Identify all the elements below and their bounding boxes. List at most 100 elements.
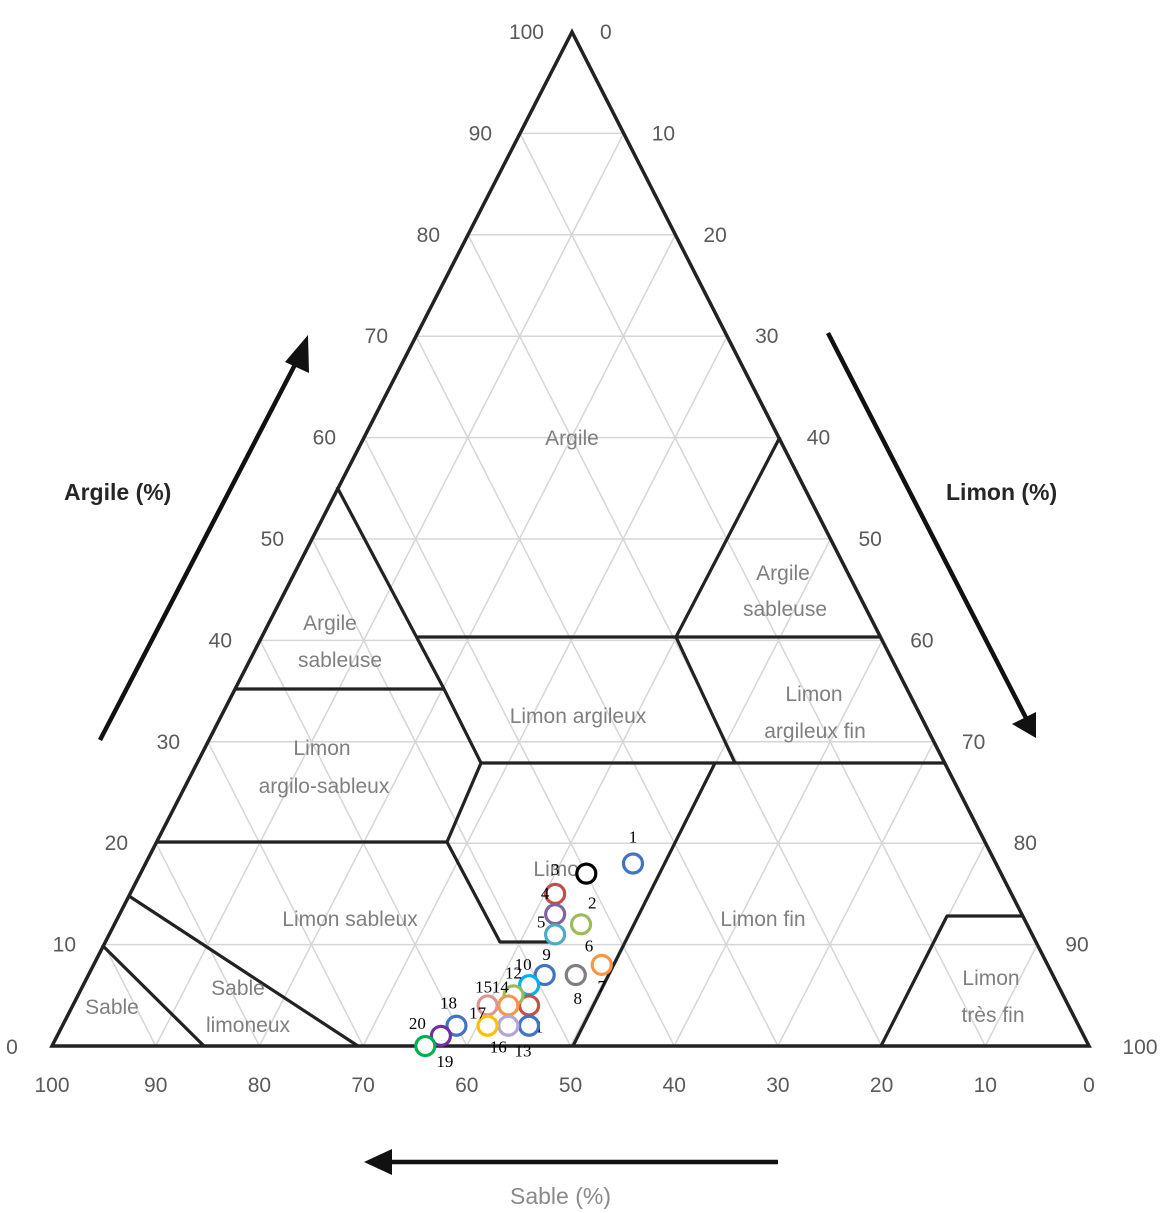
- region-label-limon-argileux-fin-2: argileux fin: [764, 720, 866, 743]
- grid-line-limon: [362, 335, 728, 1047]
- region-label-limon-fin: Limon fin: [720, 908, 805, 931]
- grid-line-limon: [777, 741, 935, 1047]
- argile-tick-label: 0: [6, 1036, 18, 1059]
- argile-arrow: [98, 353, 302, 742]
- region-label-sable: Sable: [85, 996, 139, 1019]
- sable-tick-label: 40: [663, 1074, 686, 1097]
- sample-point-9: [533, 963, 556, 987]
- region-label-limon-argileux-fin-1: Limon: [785, 683, 842, 706]
- limon-tick-label: 100: [1122, 1036, 1157, 1059]
- region-label-argile: Argile: [545, 427, 599, 450]
- grid-lines: [103, 132, 1038, 1047]
- sample-point-7: [590, 953, 613, 976]
- sample-point-label: 7: [597, 977, 606, 996]
- sable-tick-label: 0: [1083, 1074, 1095, 1097]
- region-label-argile-sableuse-left-2: sableuse: [298, 649, 382, 672]
- boundary-sable-limoneux: [128, 894, 359, 1048]
- sample-point-8: [564, 963, 587, 987]
- sample-point-label: 15: [475, 977, 492, 996]
- sample-point-label: 1: [629, 827, 638, 846]
- sample-point-label: 12: [505, 963, 522, 982]
- sable-tick-label: 50: [559, 1074, 582, 1097]
- sample-point-14: [497, 994, 520, 1017]
- boundary-limon-fin: [571, 762, 717, 1047]
- sample-point-label: 5: [537, 912, 546, 931]
- sample-point-label: 8: [574, 989, 583, 1008]
- argile-tick-label: 30: [157, 731, 180, 754]
- argile-tick-label: 20: [105, 832, 128, 855]
- grid-line-sable: [207, 741, 364, 1047]
- sable-tick-label: 20: [870, 1074, 893, 1097]
- sample-point-label: 13: [515, 1042, 532, 1061]
- limon-axis-title: Limon (%): [946, 479, 1057, 505]
- sample-point-18: [445, 1014, 468, 1037]
- sable-tick-label: 60: [455, 1074, 478, 1097]
- region-labels: Argile Argile sableuse Limon argileux Li…: [85, 427, 1024, 1037]
- region-label-sable-limoneux-1: Sable: [211, 977, 265, 1000]
- texture-boundaries: [100, 436, 1022, 1048]
- region-label-limon-argileux: Limon argileux: [510, 705, 647, 728]
- limon-tick-label: 40: [807, 427, 830, 450]
- argile-tick-label: 90: [469, 122, 492, 145]
- sample-point-4: [544, 903, 567, 926]
- sable-tick-label: 80: [248, 1074, 271, 1097]
- sample-point-1: [621, 852, 645, 875]
- grid-line-limon: [673, 640, 883, 1047]
- sable-tick-label: 30: [766, 1074, 789, 1097]
- argile-tick-label: 50: [261, 528, 284, 551]
- sable-arrow-head: [364, 1149, 392, 1175]
- sample-point-label: 17: [469, 1004, 487, 1023]
- limon-arrow: [825, 331, 1029, 720]
- grid-line-sable: [519, 133, 986, 1047]
- argile-tick-label: 10: [53, 934, 76, 957]
- limon-tick-label: 50: [859, 528, 882, 551]
- sample-point-label: 20: [409, 1014, 426, 1033]
- sample-point-label: 10: [515, 955, 532, 974]
- argile-tick-label: 70: [365, 325, 388, 348]
- argile-tick-label: 40: [209, 629, 232, 652]
- region-label-limon-sableux: Limon sableux: [282, 908, 418, 931]
- axis-arrows: [98, 331, 1036, 1175]
- region-label-argile-sableuse-right-2: sableuse: [743, 598, 827, 621]
- boundary-argile-left: [335, 486, 557, 944]
- sample-points: 1234567891011121314151617181920: [409, 827, 645, 1071]
- limon-tick-label: 10: [652, 122, 675, 145]
- sample-point-17: [476, 1014, 499, 1037]
- sable-tick-labels: 100 90 80 70 60 50 40 30 20 10 0: [34, 1074, 1094, 1097]
- grid-line-sable: [103, 944, 157, 1047]
- sample-point-2: [575, 862, 598, 885]
- limon-tick-label: 60: [910, 629, 933, 652]
- triangle-outline: [49, 28, 1092, 1048]
- region-label-sable-limoneux-2: limoneux: [206, 1014, 291, 1037]
- limon-tick-label: 90: [1065, 934, 1088, 957]
- argile-tick-label: 100: [509, 21, 544, 44]
- limon-arrow-head: [1012, 712, 1036, 738]
- sample-point-label: 19: [436, 1052, 453, 1071]
- sable-tick-label: 10: [974, 1074, 997, 1097]
- region-label-argile-sableuse-left-1: Argile: [303, 612, 357, 635]
- sample-point-label: 14: [492, 977, 510, 996]
- sample-point-16: [497, 1014, 520, 1037]
- sable-tick-label: 100: [34, 1074, 69, 1097]
- limon-tick-labels: 0 10 20 30 40 50 60 70 80 90 100: [600, 21, 1158, 1059]
- sample-point-6: [569, 913, 593, 936]
- limon-tick-label: 20: [703, 224, 726, 247]
- argile-axis-title: Argile (%): [64, 479, 171, 505]
- region-label-limon-tres-fin-2: très fin: [961, 1004, 1024, 1027]
- argile-tick-labels: 0 10 20 30 40 50 60 70 80 90 100: [6, 21, 544, 1059]
- sample-point-label: 9: [542, 945, 551, 964]
- region-label-limon-argilo-sableux-2: argilo-sableux: [259, 775, 390, 798]
- sable-tick-label: 70: [351, 1074, 374, 1097]
- sable-axis-title: Sable (%): [510, 1183, 611, 1209]
- sample-point-19: [429, 1024, 452, 1047]
- sample-point-5: [544, 923, 567, 946]
- sample-point-label: 2: [588, 894, 597, 913]
- sample-point-label: 18: [440, 994, 457, 1013]
- region-label-limon-tres-fin-1: Limon: [962, 967, 1019, 990]
- sable-tick-label: 90: [144, 1074, 167, 1097]
- grid-line-sable: [155, 842, 261, 1047]
- grid-line-sable: [415, 335, 779, 1047]
- argile-tick-label: 60: [313, 427, 336, 450]
- limon-tick-label: 70: [962, 731, 985, 754]
